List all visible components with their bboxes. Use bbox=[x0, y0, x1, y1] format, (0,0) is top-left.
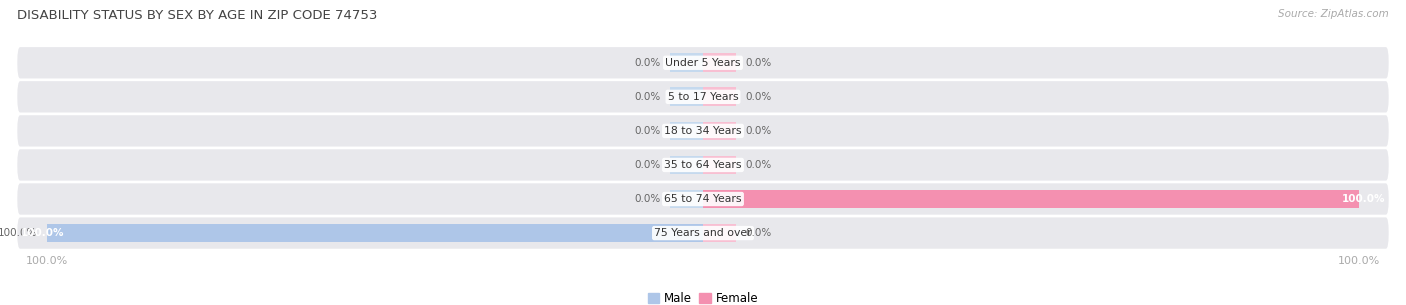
Text: 65 to 74 Years: 65 to 74 Years bbox=[664, 194, 742, 204]
Text: 100.0%: 100.0% bbox=[1341, 194, 1385, 204]
Legend: Male, Female: Male, Female bbox=[643, 287, 763, 305]
Bar bbox=[671, 156, 703, 174]
FancyBboxPatch shape bbox=[17, 47, 1389, 78]
FancyBboxPatch shape bbox=[17, 81, 1389, 113]
Text: 0.0%: 0.0% bbox=[745, 126, 772, 136]
Text: 0.0%: 0.0% bbox=[745, 228, 772, 238]
Text: 0.0%: 0.0% bbox=[634, 126, 661, 136]
Text: 100.0%: 100.0% bbox=[0, 228, 37, 238]
Text: 5 to 17 Years: 5 to 17 Years bbox=[668, 92, 738, 102]
FancyBboxPatch shape bbox=[17, 149, 1389, 181]
FancyBboxPatch shape bbox=[17, 183, 1389, 215]
Bar bbox=[703, 88, 735, 106]
Text: 0.0%: 0.0% bbox=[634, 92, 661, 102]
Text: 0.0%: 0.0% bbox=[634, 58, 661, 68]
Bar bbox=[671, 88, 703, 106]
Bar bbox=[703, 121, 735, 140]
Bar bbox=[671, 53, 703, 72]
Text: DISABILITY STATUS BY SEX BY AGE IN ZIP CODE 74753: DISABILITY STATUS BY SEX BY AGE IN ZIP C… bbox=[17, 9, 377, 22]
FancyBboxPatch shape bbox=[17, 115, 1389, 147]
Bar bbox=[703, 156, 735, 174]
Bar bbox=[703, 53, 735, 72]
Text: 75 Years and over: 75 Years and over bbox=[654, 228, 752, 238]
FancyBboxPatch shape bbox=[17, 217, 1389, 249]
Bar bbox=[671, 121, 703, 140]
Text: 35 to 64 Years: 35 to 64 Years bbox=[664, 160, 742, 170]
Text: 0.0%: 0.0% bbox=[745, 92, 772, 102]
Text: 18 to 34 Years: 18 to 34 Years bbox=[664, 126, 742, 136]
Text: 0.0%: 0.0% bbox=[634, 160, 661, 170]
Text: 0.0%: 0.0% bbox=[634, 194, 661, 204]
Bar bbox=[671, 190, 703, 208]
Text: Source: ZipAtlas.com: Source: ZipAtlas.com bbox=[1278, 9, 1389, 19]
Text: Under 5 Years: Under 5 Years bbox=[665, 58, 741, 68]
Text: 0.0%: 0.0% bbox=[745, 58, 772, 68]
Bar bbox=[46, 224, 703, 242]
Bar bbox=[703, 224, 735, 242]
Bar bbox=[703, 190, 1360, 208]
Text: 0.0%: 0.0% bbox=[745, 160, 772, 170]
Text: 100.0%: 100.0% bbox=[21, 228, 65, 238]
